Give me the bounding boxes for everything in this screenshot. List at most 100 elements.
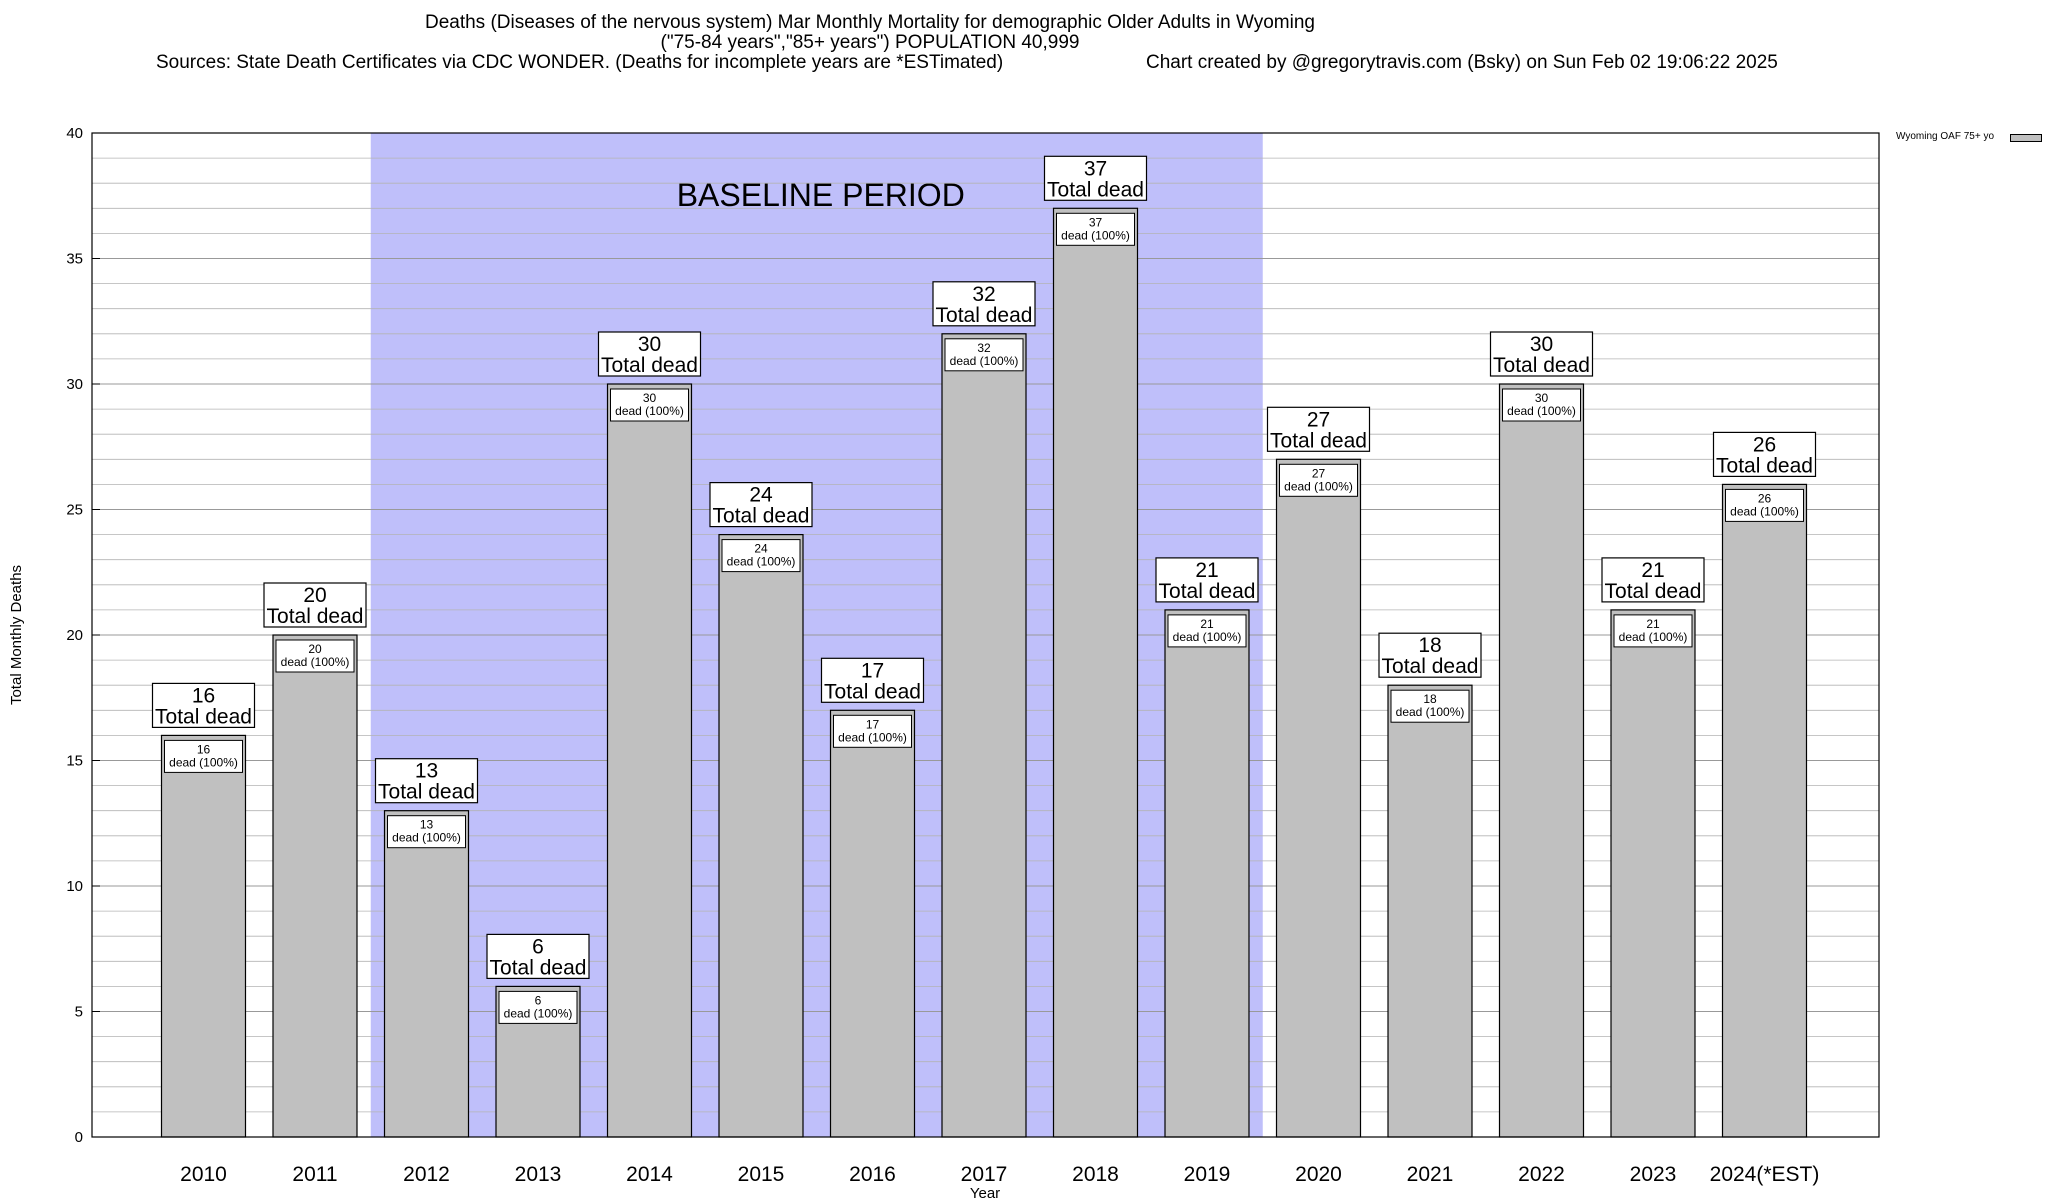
bar bbox=[718, 533, 804, 1138]
x-tick-label: 2016 bbox=[849, 1163, 896, 1186]
bar-inner-label-box bbox=[498, 990, 578, 1024]
bar-inner-pct: dead (100%) bbox=[615, 404, 684, 418]
x-tick-label: 2024(*EST) bbox=[1710, 1163, 1820, 1186]
bar-inner-value: 6 bbox=[535, 993, 542, 1007]
bar-inner-label-box bbox=[721, 539, 801, 573]
bar-inner-value: 26 bbox=[1758, 491, 1772, 505]
bar bbox=[1164, 609, 1250, 1138]
bar-inner-label-box bbox=[1502, 388, 1581, 422]
bar-top-suffix: Total dead bbox=[1382, 655, 1479, 678]
bar-top-value: 21 bbox=[1195, 559, 1218, 582]
bar-top-value: 16 bbox=[192, 684, 215, 707]
bar-inner-value: 16 bbox=[197, 742, 211, 756]
bar-top-value: 24 bbox=[749, 484, 773, 507]
bar bbox=[272, 634, 358, 1138]
y-axis-label: Total Monthly Deaths bbox=[8, 565, 25, 705]
bar-inner-label-box bbox=[610, 388, 689, 422]
bar-inner-value: 30 bbox=[643, 391, 657, 405]
bar-top-value: 26 bbox=[1753, 433, 1776, 456]
bar-inner-label-box bbox=[1613, 614, 1693, 648]
bar-inner-label-box bbox=[164, 739, 243, 773]
bar-top-label-box bbox=[1712, 431, 1817, 477]
bar bbox=[160, 734, 247, 1138]
bar-inner-pct: dead (100%) bbox=[392, 831, 461, 845]
bar-top-suffix: Total dead bbox=[1159, 580, 1256, 603]
bar-top-suffix: Total dead bbox=[601, 354, 698, 377]
chart-title: Deaths (Diseases of the nervous system) … bbox=[424, 12, 1315, 33]
bar-inner-label-box bbox=[944, 338, 1024, 372]
bar bbox=[383, 810, 470, 1138]
y-tick-label: 35 bbox=[66, 251, 83, 268]
bar-inner-value: 21 bbox=[1200, 617, 1214, 631]
bar-inner-pct: dead (100%) bbox=[838, 730, 907, 744]
bar-top-label-box bbox=[597, 331, 702, 377]
bar-inner-value: 20 bbox=[308, 642, 322, 656]
y-tick-label: 0 bbox=[75, 1129, 83, 1146]
bar-top-label-box bbox=[709, 482, 813, 528]
x-tick-label: 2019 bbox=[1184, 1163, 1231, 1186]
bar-inner-value: 13 bbox=[420, 818, 434, 832]
bar-top-label-box bbox=[486, 933, 590, 980]
bar-inner-pct: dead (100%) bbox=[169, 755, 238, 769]
bar-top-value: 21 bbox=[1641, 559, 1664, 582]
bar-top-suffix: Total dead bbox=[713, 505, 810, 528]
bar-inner-pct: dead (100%) bbox=[281, 655, 350, 669]
bar bbox=[1610, 609, 1696, 1138]
bar bbox=[1721, 483, 1808, 1138]
legend-label: Wyoming OAF 75+ yo bbox=[1896, 131, 1995, 142]
bar-top-label-box bbox=[151, 682, 256, 729]
bar-top-suffix: Total dead bbox=[824, 680, 921, 703]
bar-inner-label-box bbox=[1725, 488, 1804, 522]
bar bbox=[829, 709, 916, 1138]
chart-subtitle: ("75-84 years","85+ years") POPULATION 4… bbox=[660, 32, 1080, 53]
baseline-period-label: BASELINE PERIOD bbox=[677, 177, 965, 213]
y-tick-label: 25 bbox=[66, 502, 83, 519]
chart-sources: Sources: State Death Certificates via CD… bbox=[156, 52, 1004, 73]
bar-inner-pct: dead (100%) bbox=[1396, 705, 1465, 719]
bar-inner-label-box bbox=[387, 815, 466, 849]
y-tick-label: 5 bbox=[75, 1004, 83, 1021]
y-tick-label: 15 bbox=[66, 753, 83, 770]
bar-top-suffix: Total dead bbox=[1716, 454, 1813, 477]
bar-inner-value: 17 bbox=[866, 717, 880, 731]
bar-inner-value: 32 bbox=[977, 341, 991, 355]
bar-inner-pct: dead (100%) bbox=[1730, 504, 1799, 518]
bar-top-value: 20 bbox=[303, 584, 326, 607]
bar bbox=[1498, 383, 1585, 1138]
bar-top-value: 32 bbox=[972, 283, 995, 306]
x-tick-label: 2020 bbox=[1295, 1163, 1342, 1186]
bar-top-label-box bbox=[1043, 155, 1148, 201]
plot-frame bbox=[91, 132, 1880, 1138]
x-tick-label: 2012 bbox=[403, 1163, 450, 1186]
bar bbox=[606, 383, 693, 1138]
bar-top-suffix: Total dead bbox=[490, 956, 587, 979]
x-tick-label: 2015 bbox=[738, 1163, 785, 1186]
bar-top-value: 30 bbox=[1530, 333, 1553, 356]
bar-top-suffix: Total dead bbox=[267, 605, 364, 628]
bar-top-suffix: Total dead bbox=[1047, 178, 1144, 201]
bar-inner-value: 21 bbox=[1646, 617, 1660, 631]
bar bbox=[1275, 458, 1362, 1138]
bar-inner-pct: dead (100%) bbox=[1173, 630, 1242, 644]
bar-inner-value: 37 bbox=[1089, 215, 1103, 229]
bar bbox=[941, 333, 1027, 1138]
bar-top-value: 27 bbox=[1307, 408, 1330, 431]
bar-top-label-box bbox=[932, 281, 1036, 327]
bar-top-label-box bbox=[374, 758, 479, 804]
bar-top-label-box bbox=[1601, 557, 1705, 603]
bar bbox=[1052, 207, 1139, 1138]
x-tick-label: 2021 bbox=[1407, 1163, 1454, 1186]
y-tick-label: 40 bbox=[66, 125, 83, 142]
x-axis-label: Year bbox=[970, 1185, 1000, 1200]
bar-top-label-box bbox=[263, 582, 367, 628]
bar-inner-value: 24 bbox=[754, 542, 768, 556]
bar-inner-label-box bbox=[275, 639, 355, 673]
bar-inner-label-box bbox=[833, 714, 912, 748]
y-tick-label: 10 bbox=[66, 878, 83, 895]
legend-swatch bbox=[2010, 134, 2042, 142]
bar-top-value: 17 bbox=[861, 659, 884, 682]
bar-top-suffix: Total dead bbox=[1493, 354, 1590, 377]
y-tick-label: 20 bbox=[66, 627, 83, 644]
bar-inner-label-box bbox=[1056, 212, 1135, 246]
